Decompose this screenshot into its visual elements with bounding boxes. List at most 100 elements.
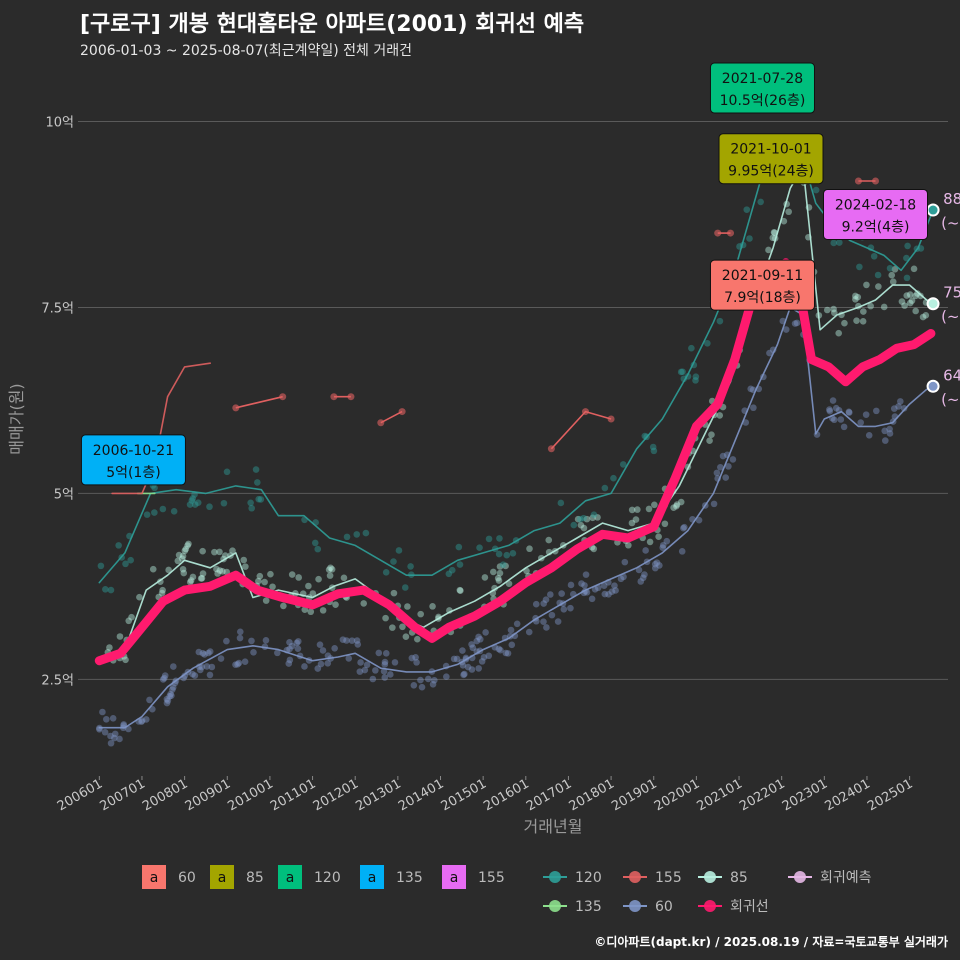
data-point [360, 600, 368, 607]
data-point [557, 499, 565, 507]
data-point [169, 686, 176, 693]
data-point [223, 468, 231, 476]
data-point [194, 499, 202, 506]
data-point [203, 663, 211, 670]
data-point [234, 661, 241, 668]
data-point [159, 505, 167, 513]
data-point [489, 568, 497, 576]
data-point [642, 547, 649, 554]
data-point [216, 548, 223, 556]
legend-label: 135 [396, 870, 423, 886]
data-point [567, 604, 574, 612]
data-point [327, 564, 334, 572]
data-point [167, 690, 174, 698]
data-point [127, 556, 134, 564]
data-point [468, 641, 475, 648]
x-tick-label: 200801 [140, 776, 190, 814]
y-tick-label: 5억 [54, 487, 74, 502]
data-point [252, 466, 260, 473]
data-point [641, 571, 648, 578]
data-point [830, 239, 838, 247]
data-point [429, 681, 437, 688]
data-point [558, 590, 565, 597]
data-point [880, 303, 888, 311]
data-point [301, 663, 308, 670]
data-point [461, 670, 468, 678]
data-point [865, 432, 873, 439]
data-point [456, 586, 464, 594]
data-point [111, 730, 119, 738]
data-point [710, 500, 718, 508]
data-point [128, 613, 135, 621]
data-point [248, 504, 255, 512]
data-point [295, 574, 302, 581]
data-point [895, 403, 902, 410]
data-point [722, 474, 730, 481]
legend-marker [794, 871, 806, 883]
data-point [663, 537, 671, 545]
data-point [165, 566, 172, 574]
data-point [257, 496, 265, 503]
data-point [142, 716, 150, 723]
legend-label: 155 [478, 870, 505, 886]
data-point [829, 397, 837, 404]
data-point [651, 501, 658, 509]
data-point [459, 647, 466, 654]
data-point [673, 502, 680, 510]
data-point [601, 484, 609, 492]
data-point [727, 229, 734, 237]
data-point [485, 652, 493, 660]
data-point [182, 545, 190, 553]
data-point [646, 538, 654, 546]
data-point [854, 177, 862, 185]
data-point [610, 474, 617, 482]
data-point [161, 672, 169, 679]
data-point [612, 587, 619, 594]
data-point [256, 572, 264, 580]
data-point [898, 298, 906, 305]
data-point [589, 514, 596, 522]
data-point [854, 293, 862, 301]
data-point [201, 651, 208, 658]
data-point [211, 548, 218, 556]
data-point [540, 600, 547, 607]
data-point [904, 242, 911, 250]
data-point [481, 574, 489, 581]
data-point [577, 521, 585, 529]
data-point [232, 404, 240, 412]
data-point [476, 635, 484, 643]
data-point [136, 593, 143, 601]
legend-swatch [360, 865, 384, 889]
data-point [102, 586, 109, 593]
data-point [874, 271, 882, 279]
data-point [677, 498, 685, 506]
label-date: 2021-07-28 [722, 71, 803, 87]
data-point [590, 511, 598, 518]
x-tick-label: 201801 [567, 776, 617, 814]
series-line-85 [102, 165, 934, 658]
legend-swatch [278, 865, 302, 889]
max-price-label-box [718, 133, 824, 185]
data-point [220, 499, 228, 507]
data-point [856, 263, 863, 271]
data-point [317, 660, 325, 668]
data-point [841, 319, 848, 327]
data-point [692, 377, 699, 384]
data-point [431, 676, 438, 684]
data-point [236, 634, 244, 642]
data-point [475, 633, 482, 641]
label-price: 9.95억(24층) [728, 164, 814, 180]
data-point [293, 639, 301, 647]
data-point [116, 633, 124, 640]
data-point [897, 398, 904, 405]
data-point [109, 714, 117, 722]
max-price-label-box [709, 259, 815, 311]
data-point [912, 307, 919, 315]
data-point [645, 505, 653, 513]
data-point [369, 675, 377, 683]
data-point [881, 437, 889, 444]
data-point [316, 641, 324, 649]
data-point [826, 407, 834, 415]
data-point [357, 659, 364, 666]
